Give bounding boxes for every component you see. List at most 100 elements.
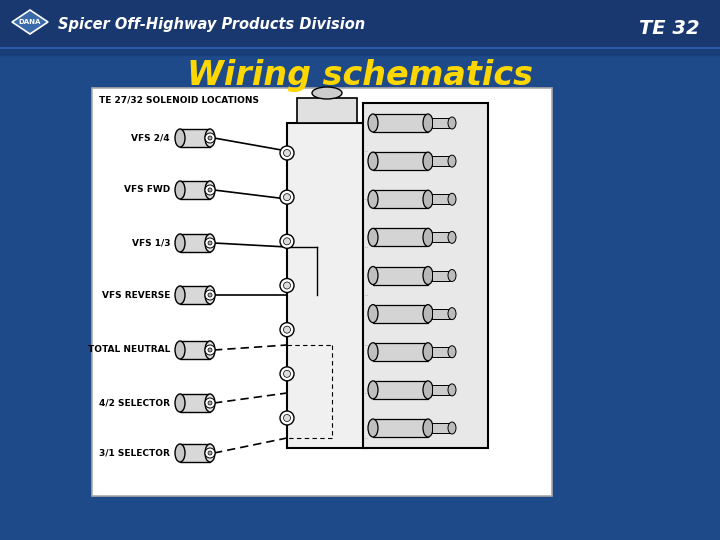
Bar bbox=[432, 309, 452, 319]
Text: Wiring schematics: Wiring schematics bbox=[187, 58, 533, 91]
Bar bbox=[432, 232, 452, 242]
Circle shape bbox=[208, 293, 212, 297]
Ellipse shape bbox=[423, 305, 433, 322]
Circle shape bbox=[205, 185, 215, 195]
Ellipse shape bbox=[175, 234, 185, 252]
Bar bbox=[0, 0, 720, 48]
Bar bbox=[363, 103, 488, 448]
Circle shape bbox=[280, 279, 294, 293]
Circle shape bbox=[208, 451, 212, 455]
Circle shape bbox=[208, 348, 212, 352]
Ellipse shape bbox=[205, 181, 215, 199]
Bar bbox=[373, 305, 428, 322]
Circle shape bbox=[284, 150, 290, 157]
Ellipse shape bbox=[423, 152, 433, 170]
Bar bbox=[432, 118, 452, 128]
Circle shape bbox=[284, 415, 290, 422]
Circle shape bbox=[280, 234, 294, 248]
Ellipse shape bbox=[368, 419, 378, 437]
Ellipse shape bbox=[423, 190, 433, 208]
Ellipse shape bbox=[312, 87, 342, 99]
Circle shape bbox=[208, 188, 212, 192]
Circle shape bbox=[284, 326, 290, 333]
Circle shape bbox=[208, 401, 212, 405]
Ellipse shape bbox=[448, 193, 456, 205]
Circle shape bbox=[205, 238, 215, 248]
Ellipse shape bbox=[205, 129, 215, 147]
Ellipse shape bbox=[175, 341, 185, 359]
Text: TOTAL NEUTRAL: TOTAL NEUTRAL bbox=[88, 346, 170, 354]
Ellipse shape bbox=[448, 308, 456, 320]
Text: VFS 1/3: VFS 1/3 bbox=[132, 239, 170, 247]
Ellipse shape bbox=[368, 381, 378, 399]
Ellipse shape bbox=[205, 286, 215, 304]
Text: 4/2 SELECTOR: 4/2 SELECTOR bbox=[99, 399, 170, 408]
Circle shape bbox=[280, 146, 294, 160]
Text: DANA: DANA bbox=[19, 19, 41, 25]
Ellipse shape bbox=[423, 228, 433, 246]
Circle shape bbox=[280, 411, 294, 425]
Ellipse shape bbox=[205, 444, 215, 462]
Bar bbox=[373, 228, 428, 246]
Ellipse shape bbox=[448, 117, 456, 129]
Bar bbox=[373, 381, 428, 399]
Ellipse shape bbox=[205, 394, 215, 412]
Bar bbox=[373, 419, 428, 437]
Ellipse shape bbox=[423, 343, 433, 361]
Ellipse shape bbox=[423, 419, 433, 437]
Ellipse shape bbox=[448, 155, 456, 167]
Bar bbox=[373, 114, 428, 132]
Ellipse shape bbox=[368, 305, 378, 322]
Circle shape bbox=[208, 241, 212, 245]
Ellipse shape bbox=[368, 190, 378, 208]
Bar bbox=[180, 341, 210, 359]
Ellipse shape bbox=[368, 267, 378, 285]
Circle shape bbox=[280, 190, 294, 204]
Circle shape bbox=[280, 367, 294, 381]
Ellipse shape bbox=[175, 444, 185, 462]
Text: VFS FWD: VFS FWD bbox=[124, 186, 170, 194]
Circle shape bbox=[208, 136, 212, 140]
Bar bbox=[432, 385, 452, 395]
Text: 3/1 SELECTOR: 3/1 SELECTOR bbox=[99, 449, 170, 457]
Bar bbox=[287, 123, 367, 448]
Ellipse shape bbox=[368, 114, 378, 132]
Ellipse shape bbox=[423, 381, 433, 399]
Ellipse shape bbox=[368, 228, 378, 246]
Polygon shape bbox=[12, 10, 48, 34]
Ellipse shape bbox=[205, 341, 215, 359]
Bar bbox=[373, 267, 428, 285]
Bar bbox=[432, 156, 452, 166]
Bar bbox=[92, 88, 552, 496]
Circle shape bbox=[205, 398, 215, 408]
Circle shape bbox=[284, 370, 290, 377]
Ellipse shape bbox=[423, 114, 433, 132]
Ellipse shape bbox=[448, 269, 456, 281]
Ellipse shape bbox=[448, 346, 456, 357]
Bar bbox=[373, 343, 428, 361]
Ellipse shape bbox=[175, 129, 185, 147]
Ellipse shape bbox=[175, 394, 185, 412]
Ellipse shape bbox=[448, 231, 456, 244]
Bar bbox=[432, 423, 452, 433]
Text: TE 27/32 SOLENOID LOCATIONS: TE 27/32 SOLENOID LOCATIONS bbox=[99, 96, 259, 105]
Bar bbox=[180, 234, 210, 252]
Circle shape bbox=[284, 194, 290, 201]
Circle shape bbox=[205, 133, 215, 143]
Ellipse shape bbox=[368, 152, 378, 170]
Bar bbox=[180, 444, 210, 462]
Ellipse shape bbox=[423, 267, 433, 285]
Bar bbox=[0, 0, 720, 55]
Bar bbox=[432, 271, 452, 280]
Bar bbox=[180, 286, 210, 304]
Text: Spicer Off-Highway Products Division: Spicer Off-Highway Products Division bbox=[58, 17, 365, 31]
Circle shape bbox=[205, 345, 215, 355]
Circle shape bbox=[205, 290, 215, 300]
Ellipse shape bbox=[175, 181, 185, 199]
Ellipse shape bbox=[175, 286, 185, 304]
Bar bbox=[180, 181, 210, 199]
Bar bbox=[297, 98, 357, 123]
Text: VFS 2/4: VFS 2/4 bbox=[131, 133, 170, 143]
Bar bbox=[180, 129, 210, 147]
Bar bbox=[373, 190, 428, 208]
